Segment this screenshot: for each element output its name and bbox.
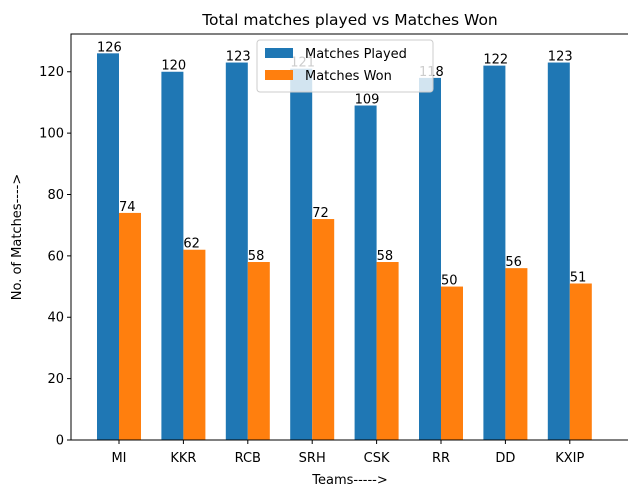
data-label-won-srh: 72 (312, 206, 329, 221)
bar-won-csk (376, 262, 399, 440)
y-tick-label: 80 (47, 188, 64, 203)
x-tick-label-rcb: RCB (235, 451, 261, 466)
legend-label-played: Matches Played (305, 47, 407, 62)
bar-played-kxip (547, 62, 570, 441)
x-tick-label-srh: SRH (299, 451, 326, 466)
data-label-played-csk: 109 (355, 93, 380, 108)
y-tick-label: 120 (39, 65, 64, 80)
bar-won-dd (505, 268, 528, 440)
y-tick-label: 60 (47, 249, 64, 264)
bar-won-rr (441, 286, 463, 440)
y-tick-label: 100 (39, 127, 64, 142)
bar-played-mi (97, 53, 119, 440)
bar-won-mi (119, 212, 141, 440)
data-label-won-csk: 58 (377, 249, 394, 264)
data-label-played-mi: 126 (97, 40, 122, 55)
bar-played-kkr (161, 71, 184, 440)
x-axis-label: Teams-----> (311, 473, 387, 488)
x-axis: MI KKR RCB SRH CSK RR DD KXIP (111, 440, 585, 466)
bars-group (97, 53, 592, 441)
x-tick-label-kkr: KKR (170, 451, 196, 466)
y-axis-label: No. of Matches----> (10, 174, 25, 300)
y-tick-label: 20 (47, 372, 64, 387)
data-label-won-rcb: 58 (248, 249, 265, 264)
x-tick-label-csk: CSK (364, 451, 390, 466)
bar-won-rcb (247, 262, 270, 440)
legend-swatch-played (265, 48, 293, 58)
bar-played-rcb (225, 62, 248, 441)
bar-won-srh (312, 219, 335, 440)
legend-label-won: Matches Won (305, 69, 392, 84)
data-label-won-dd: 56 (505, 255, 522, 270)
bar-won-kxip (569, 283, 592, 440)
legend-swatch-won (265, 70, 293, 80)
data-label-won-rr: 50 (441, 274, 458, 289)
chart-title: Total matches played vs Matches Won (201, 11, 498, 29)
legend-box (256, 39, 434, 93)
data-label-won-mi: 74 (119, 200, 136, 215)
bar-won-kkr (183, 249, 206, 440)
x-tick-label-kxip: KXIP (555, 451, 584, 466)
data-label-won-kkr: 62 (183, 237, 200, 252)
x-tick-label-dd: DD (495, 451, 515, 466)
y-tick-label: 0 (56, 434, 64, 449)
x-tick-label-mi: MI (111, 451, 126, 466)
bar-played-srh (290, 68, 313, 440)
plot-frame (70, 33, 628, 441)
legend: Matches Played Matches Won (256, 39, 434, 93)
data-label-played-kkr: 120 (161, 59, 186, 74)
bar-played-rr (419, 77, 441, 440)
y-axis: 0 20 40 60 80 100 120 (39, 65, 71, 449)
x-tick-label-rr: RR (432, 451, 450, 466)
data-label-played-kxip: 123 (548, 50, 573, 65)
bar-played-dd (483, 65, 506, 441)
data-label-won-kxip: 51 (570, 270, 587, 285)
data-label-played-rcb: 123 (226, 50, 251, 65)
bar-played-csk (354, 105, 377, 440)
y-tick-label: 40 (47, 311, 64, 326)
data-label-played-dd: 122 (483, 53, 508, 68)
